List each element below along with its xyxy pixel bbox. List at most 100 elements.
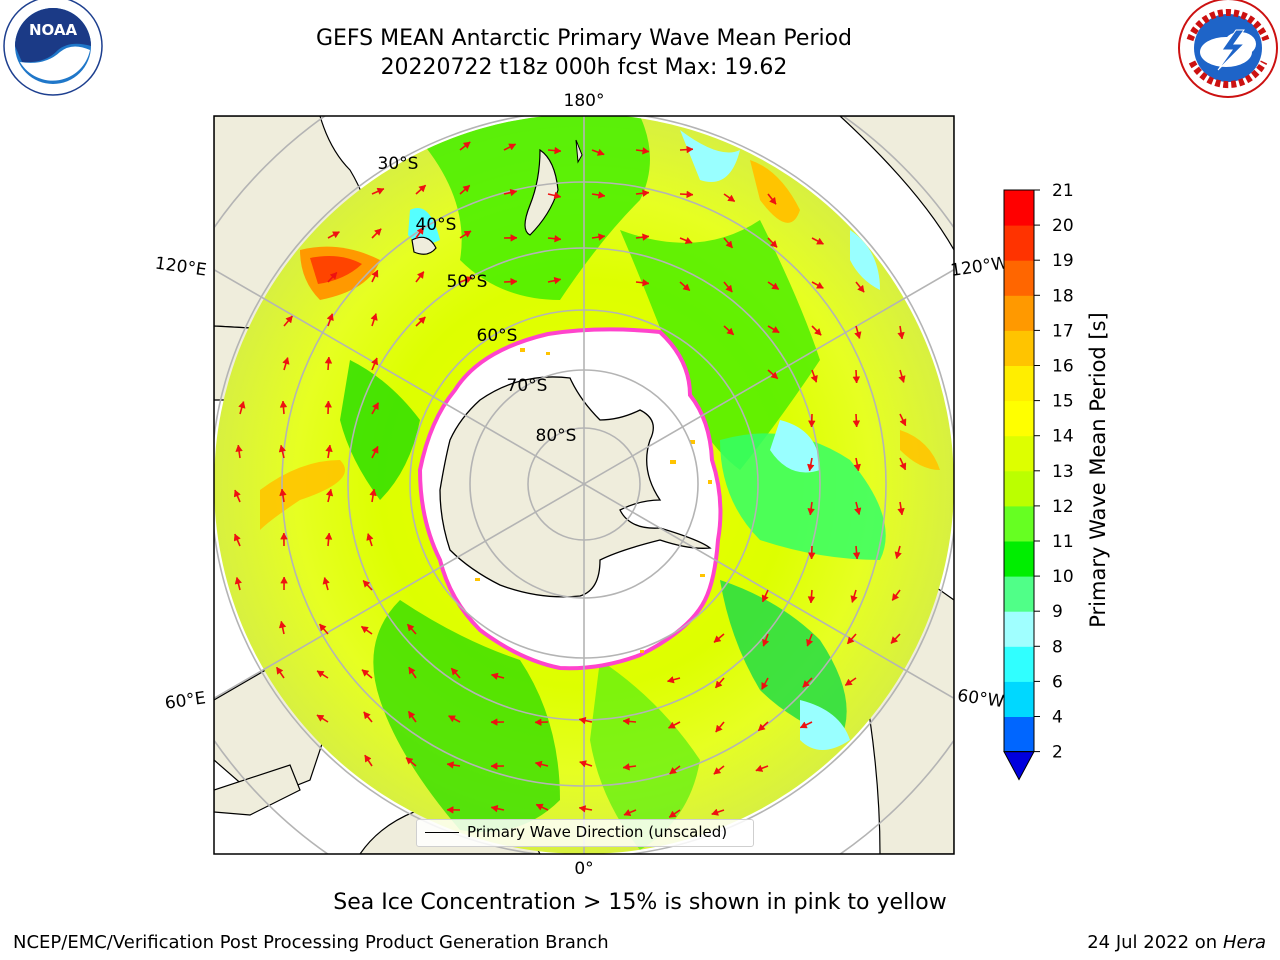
wave-arrow-head [416,271,425,279]
wave-arrow-head [370,313,378,321]
wave-arrow-head [362,580,371,588]
wave-arrow-head [510,277,518,286]
wave-arrow-head [669,766,678,775]
wave-arrow-head [668,721,676,729]
wave-arrow-head [816,237,824,245]
wave-arrow-head [642,233,650,241]
wave-arrow-head [371,357,379,366]
colorbar-tick-label: 19 [1052,251,1074,271]
wave-arrow-head [727,194,736,202]
wave-arrow-head [755,764,764,772]
wave-arrow-head [324,356,333,364]
wave-period-patches [260,116,940,850]
lon-label-0: 0° [574,859,593,879]
wave-arrow-head [762,638,770,647]
wave-arrow-head [898,375,906,383]
wave-arrow-head [757,723,766,732]
wave-arrow-head [490,762,498,770]
map-legend: Primary Wave Direction (unscaled) [416,819,754,847]
wave-arrow-head [405,757,414,765]
wave-arrow-head [807,508,815,516]
wave-arrow-head [407,623,415,632]
wave-arrow-head [324,400,332,408]
wave-arrow-head [418,316,426,325]
wave-arrow-head [238,401,246,409]
wave-arrow-head [725,284,733,293]
wave-arrow-head [894,551,902,560]
wave-arrow-head [899,418,907,427]
colorbar-tick-label: 9 [1052,602,1063,622]
wave-arrow-head [535,803,544,811]
wave-arrow-head [802,680,811,688]
colorbar-segment [1004,330,1034,366]
wave-arrow-head [642,278,650,287]
wave-arrow-head [234,576,243,585]
wave-arrow-head [807,596,816,604]
lat-label-30s: 30°S [378,154,419,174]
wave-arrow-head [715,724,723,733]
lon-label-180: 180° [564,91,605,111]
wave-arrow-head [713,767,722,775]
tasmania [411,236,437,255]
colorbar-segment [1004,260,1034,296]
lat-label-60s: 60°S [477,326,518,346]
ice-specks [475,348,712,653]
wave-arrow-head [897,507,905,516]
colorbar-segment [1004,225,1034,261]
wave-arrow-head [684,236,693,244]
wave-arrow-head [325,444,333,453]
wave-arrow-head [462,141,471,149]
colorbar-segment [1004,295,1034,331]
wave-arrow-head [508,143,517,151]
lon-label-120e: 120°E [154,254,208,281]
colorbar-segment [1004,681,1034,717]
wave-arrow-head [761,594,769,603]
wave-arrow-head [360,626,369,634]
wave-arrow-head [332,231,340,239]
nws-logo [1178,0,1278,98]
colorbar-tick-label: 20 [1052,216,1074,236]
wave-arrow-head [850,595,858,603]
wave-arrow-head [233,533,241,542]
wave-arrow-head [446,761,455,769]
wave-arrow-head [510,234,518,242]
wave-arrow-head [316,714,325,722]
wave-arrow-head [853,463,861,472]
wave-arrow-head [285,315,293,324]
colorbar-segment [1004,365,1034,402]
wave-arrow-head [578,716,587,725]
wave-arrow-head [364,754,372,763]
wave-arrow-head [899,462,907,471]
wave-arrow-head [622,763,630,771]
wave-arrow-head [622,717,630,726]
wave-arrow-head [686,190,694,199]
graticule [214,116,954,854]
colorbar-tick-label: 6 [1052,672,1063,692]
wave-arrow-head [276,666,284,675]
colorbar-segment [1004,190,1034,226]
lat-label-80s: 80°S [536,426,577,446]
noaa-logo-text: NOAA [29,21,78,39]
footer-credit: NCEP/EMC/Verification Post Processing Pr… [13,932,609,953]
lat-label-70s: 70°S [507,376,548,396]
wave-arrow-head [726,327,735,336]
wave-arrow-head [369,488,377,497]
wave-arrow-head [597,191,606,199]
map-frame [213,115,955,855]
wave-arrow-head [464,276,473,284]
wave-arrow-head [451,667,459,676]
colorbar-tick-label: 15 [1052,392,1074,412]
wave-arrow-head [642,189,650,198]
wave-arrow-head [857,284,865,293]
wave-arrow-head [807,463,815,472]
wave-arrow-head [642,147,650,155]
map-panel: 30°S 40°S 50°S 60°S 70°S 80°S [214,116,954,854]
colorbar-tick-label: 21 [1052,181,1074,201]
wave-arrow-head [316,670,325,678]
wave-arrow-head [725,240,733,249]
wave-arrow-head [770,371,779,379]
wave-arrow-head [462,185,471,193]
colorbar-tick-label: 8 [1052,637,1063,657]
wave-arrow-head [769,196,777,205]
wave-arrow-head [463,230,472,238]
